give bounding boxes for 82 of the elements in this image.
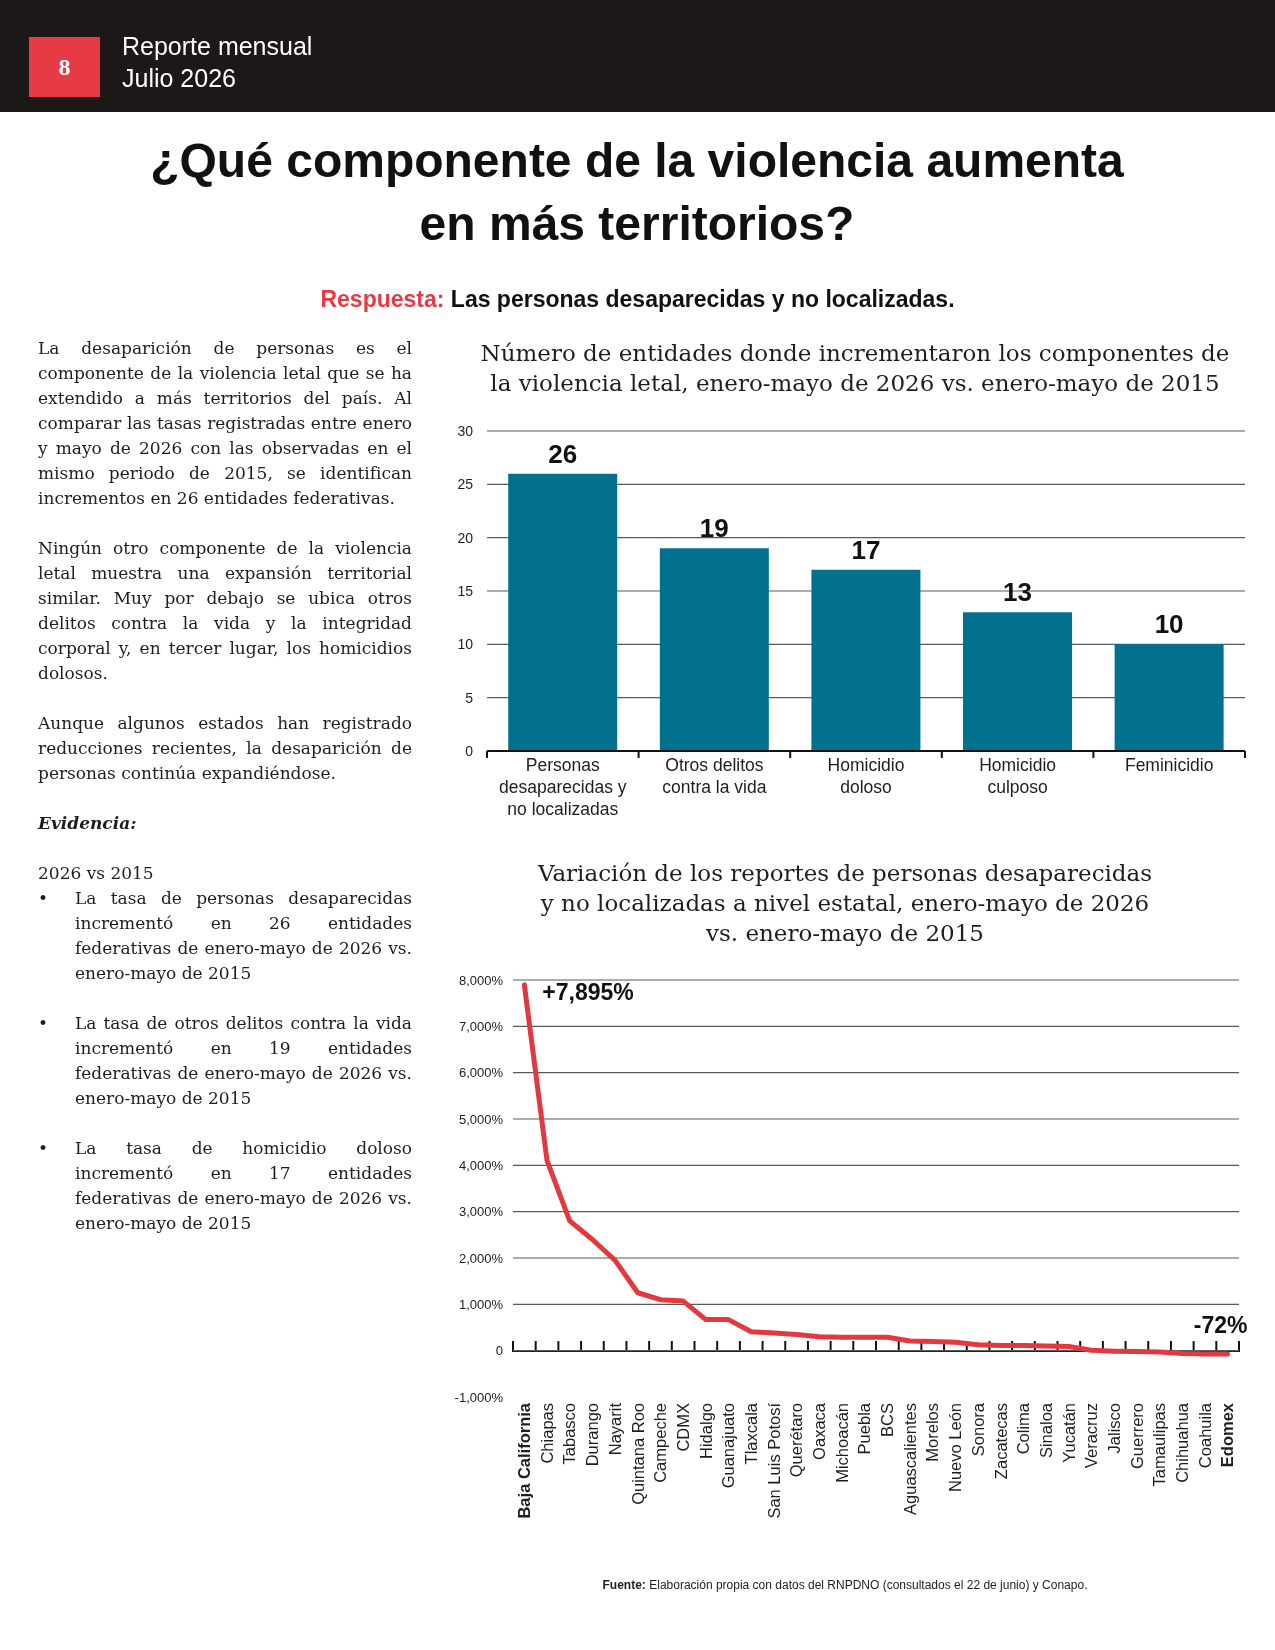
y-tick-label: 2,000% xyxy=(458,1250,504,1266)
x-tick-label: Coahuila xyxy=(1195,1402,1214,1469)
x-tick-label: Otros delitos contra la vida xyxy=(662,755,767,797)
y-tick-label: 5 xyxy=(465,689,474,706)
x-tick-label: Chihuahua xyxy=(1173,1402,1192,1483)
x-tick-label: Michoacán xyxy=(832,1403,851,1483)
chart-title: Variación de los reportes de personas desaparecidas y no localizadas a nivel estatal, enero-mayo de 2026 vs. enero-mayo de 2015 xyxy=(536,859,1154,948)
y-tick-label: 20 xyxy=(457,529,474,546)
x-tick-label: Yucatán xyxy=(1059,1403,1078,1463)
x-tick-label: Baja California xyxy=(515,1402,534,1519)
text: La desaparición de personas es el componente de la violencia letal que se ha extendido a más territorios del país. Al comparar las tasas registradas entre enero y mayo de 2026 con las observadas en el mismo periodo de 2015, se identifican incrementos en 26 entidades federativas. xyxy=(38,337,412,510)
text: Ningún otro componente de la violencia letal muestra una expansión territorial similar. Muy por debajo se ubica otros delitos contra la vida y la integridad corporal y, en tercer lugar, los homicidios dolosos. xyxy=(38,537,412,685)
x-tick-label: Homicidio doloso xyxy=(827,755,905,797)
x-tick-label: Guerrero xyxy=(1127,1403,1146,1470)
x-tick-label: Quintana Roo xyxy=(628,1403,647,1505)
x-tick-label: Querétaro xyxy=(787,1403,806,1478)
x-tick-label: Homicidio culposo xyxy=(979,755,1057,797)
x-tick-label: Sinaloa xyxy=(1036,1402,1055,1459)
data-label: 13 xyxy=(1003,577,1032,608)
y-tick-label: 3,000% xyxy=(458,1204,504,1220)
y-tick-label: 0 xyxy=(495,1343,503,1359)
bar xyxy=(811,569,921,751)
y-tick-label: 15 xyxy=(457,582,474,599)
x-tick-label: CDMX xyxy=(673,1403,692,1452)
text: 2026 vs 2015 xyxy=(38,862,155,885)
x-tick-label: Tlaxcala xyxy=(741,1402,760,1465)
y-tick-label: 7,000% xyxy=(458,1018,504,1034)
y-tick-label: 30 xyxy=(457,422,474,439)
x-tick-label: Oaxaca xyxy=(810,1402,829,1460)
bar xyxy=(1114,644,1224,751)
text: • La tasa de personas desaparecidas incrementó en 26 entidades federativas de enero-mayo de 2026 vs. enero-mayo de 2015 xyxy=(38,888,412,983)
x-tick-label: Morelos xyxy=(923,1403,942,1462)
text: Respuesta: Las personas desaparecidas y no localizadas. xyxy=(319,286,956,313)
y-tick-label: 10 xyxy=(457,636,474,653)
bar xyxy=(508,473,618,751)
y-tick-label: 25 xyxy=(457,476,474,493)
x-tick-label: BCS xyxy=(878,1403,897,1437)
y-tick-label: 6,000% xyxy=(458,1065,504,1081)
source-note: Fuente: Elaboración propia con datos del RNPDNO (consultados el 22 de junio) y Conapo. xyxy=(601,1578,1089,1592)
x-tick-label: Hidalgo xyxy=(696,1403,715,1459)
text: Julio 2026 xyxy=(122,63,237,94)
text: • La tasa de otros delitos contra la vida incrementó en 19 entidades federativas de enero-mayo de 2026 vs. enero-mayo de 2015 xyxy=(38,1013,412,1108)
data-label: 17 xyxy=(851,534,881,565)
y-tick-label: 5,000% xyxy=(458,1111,504,1127)
y-tick-label: -1,000% xyxy=(454,1389,504,1405)
x-tick-label: Puebla xyxy=(855,1402,874,1455)
x-tick-label: San Luis Potosí xyxy=(764,1402,783,1519)
x-tick-label: Aguascalientes xyxy=(900,1403,919,1515)
x-tick-label: Jalisco xyxy=(1104,1403,1123,1454)
text: Aunque algunos estados han registrado reducciones recientes, la desaparición de personas continúa expandiéndose. xyxy=(38,712,412,785)
x-tick-label: Durango xyxy=(583,1403,602,1467)
x-tick-label: Sonora xyxy=(968,1402,987,1457)
page-badge: 8 xyxy=(29,37,100,97)
y-tick-label: 0 xyxy=(465,742,474,759)
x-tick-label: Nayarit xyxy=(605,1402,624,1456)
y-tick-label: 4,000% xyxy=(458,1157,504,1173)
bar xyxy=(659,548,769,751)
data-label: 10 xyxy=(1154,609,1184,640)
chart-title: Número de entidades donde incrementaron los componentes de la violencia letal, enero-mayo de 2026 vs. enero-mayo de 2015 xyxy=(479,339,1231,398)
text: Evidencia: xyxy=(38,812,138,835)
text: Reporte mensual xyxy=(122,31,313,62)
data-label: +7,895% xyxy=(542,978,634,1005)
text: ¿Qué componente de la violencia aumenta en más territorios? xyxy=(149,133,1125,252)
data-label: 26 xyxy=(548,438,578,469)
x-tick-label: Guanajuato xyxy=(719,1403,738,1489)
x-tick-label: Edomex xyxy=(1218,1402,1237,1468)
bar xyxy=(963,612,1073,751)
x-tick-label: Nuevo León xyxy=(946,1403,965,1492)
data-label: -72% xyxy=(1193,1312,1248,1338)
y-tick-label: 8,000% xyxy=(458,972,504,988)
x-tick-label: Colima xyxy=(1014,1402,1033,1455)
y-tick-label: 1,000% xyxy=(458,1296,504,1312)
text: • La tasa de homicidio doloso incrementó en 17 entidades federativas de enero-mayo de 2026 vs. enero-mayo de 2015 xyxy=(38,1138,412,1233)
x-tick-label: Campeche xyxy=(651,1403,670,1483)
x-tick-label: Tabasco xyxy=(560,1403,579,1465)
x-tick-label: Veracruz xyxy=(1082,1403,1101,1469)
x-tick-label: Feminicidio xyxy=(1124,755,1214,775)
x-tick-label: Zacatecas xyxy=(991,1403,1010,1480)
data-label: 19 xyxy=(699,513,729,544)
x-tick-label: Personas desaparecidas y no localizadas xyxy=(499,755,627,819)
x-tick-label: Chiapas xyxy=(537,1403,556,1464)
x-tick-label: Tamaulipas xyxy=(1150,1403,1169,1487)
